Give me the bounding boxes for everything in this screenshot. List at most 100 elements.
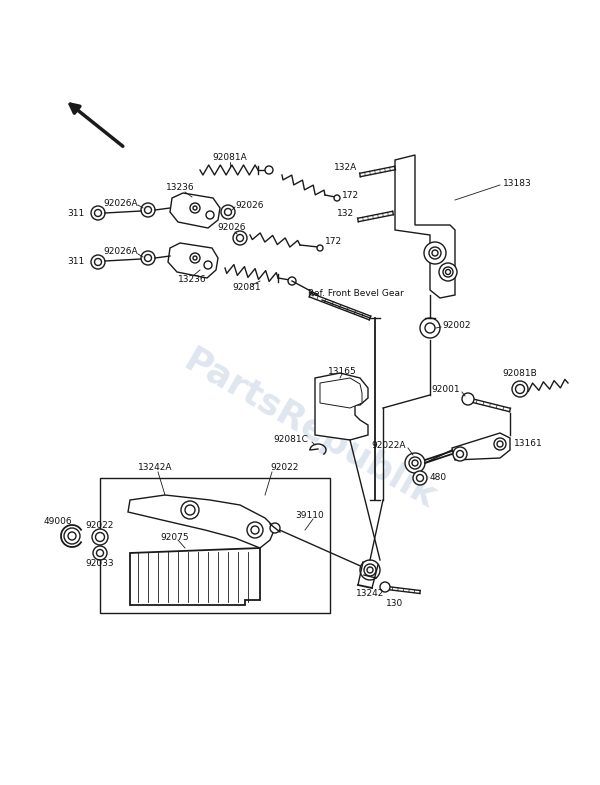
Polygon shape — [170, 193, 220, 228]
Text: 480: 480 — [430, 473, 447, 483]
Circle shape — [145, 254, 151, 261]
Polygon shape — [452, 433, 510, 460]
Circle shape — [145, 206, 151, 214]
Circle shape — [412, 460, 418, 466]
Bar — [100, 478, 330, 613]
Circle shape — [424, 242, 446, 264]
Polygon shape — [320, 378, 362, 408]
Text: 311: 311 — [68, 209, 85, 217]
Text: 92002: 92002 — [442, 320, 470, 330]
Text: 49006: 49006 — [44, 517, 73, 527]
Text: 39110: 39110 — [296, 510, 325, 520]
Text: 13236: 13236 — [166, 184, 194, 192]
Text: 13183: 13183 — [503, 178, 532, 188]
Circle shape — [141, 203, 155, 217]
Circle shape — [405, 453, 425, 473]
Circle shape — [95, 532, 104, 542]
Text: 172: 172 — [325, 238, 342, 246]
Circle shape — [364, 564, 376, 576]
Text: 92022: 92022 — [270, 463, 298, 473]
Polygon shape — [315, 373, 368, 440]
Polygon shape — [395, 155, 455, 298]
Circle shape — [204, 261, 212, 269]
Text: 13242: 13242 — [356, 590, 384, 598]
Circle shape — [193, 206, 197, 210]
Text: PartsRepublik: PartsRepublik — [178, 344, 442, 516]
Circle shape — [457, 451, 464, 458]
Circle shape — [224, 209, 232, 216]
Circle shape — [97, 550, 104, 557]
Circle shape — [425, 323, 435, 333]
Polygon shape — [168, 243, 218, 278]
Circle shape — [497, 441, 503, 447]
Circle shape — [221, 205, 235, 219]
Text: 172: 172 — [342, 191, 359, 199]
Circle shape — [233, 231, 247, 245]
Circle shape — [193, 256, 197, 260]
Text: 311: 311 — [68, 257, 85, 266]
Circle shape — [141, 251, 155, 265]
Text: 92026: 92026 — [218, 224, 246, 232]
Circle shape — [64, 528, 80, 544]
Text: 13161: 13161 — [514, 439, 543, 447]
Circle shape — [445, 269, 451, 275]
Circle shape — [251, 526, 259, 534]
Text: 130: 130 — [386, 598, 404, 608]
Text: 132: 132 — [337, 209, 354, 217]
Circle shape — [185, 505, 195, 515]
Text: 92022: 92022 — [86, 520, 114, 530]
Text: 13242A: 13242A — [138, 463, 172, 473]
Text: 92026: 92026 — [235, 200, 263, 210]
Circle shape — [380, 582, 390, 592]
Text: 92081B: 92081B — [503, 370, 538, 378]
Text: 92081: 92081 — [233, 283, 262, 293]
Circle shape — [190, 253, 200, 263]
Circle shape — [443, 267, 453, 277]
Circle shape — [429, 247, 441, 259]
Circle shape — [95, 258, 101, 265]
Circle shape — [453, 447, 467, 461]
Circle shape — [92, 529, 108, 545]
Polygon shape — [128, 495, 275, 548]
Text: 92081A: 92081A — [212, 154, 247, 162]
Circle shape — [367, 567, 373, 573]
Circle shape — [190, 203, 200, 213]
Circle shape — [462, 393, 474, 405]
Text: 92026A: 92026A — [103, 199, 138, 207]
Circle shape — [334, 195, 340, 201]
Circle shape — [420, 318, 440, 338]
Circle shape — [93, 546, 107, 560]
Circle shape — [95, 210, 101, 217]
Text: 92081C: 92081C — [273, 436, 308, 444]
Circle shape — [515, 385, 524, 393]
Polygon shape — [130, 548, 260, 605]
Circle shape — [181, 501, 199, 519]
Circle shape — [413, 471, 427, 485]
Text: 92026A: 92026A — [103, 247, 138, 257]
Circle shape — [288, 277, 296, 285]
Circle shape — [68, 532, 76, 540]
Circle shape — [416, 474, 424, 481]
Text: 132A: 132A — [334, 163, 357, 173]
Text: 13165: 13165 — [328, 367, 356, 375]
Circle shape — [494, 438, 506, 450]
Circle shape — [409, 457, 421, 469]
Circle shape — [265, 166, 273, 174]
Circle shape — [91, 255, 105, 269]
Circle shape — [247, 522, 263, 538]
Text: 92075: 92075 — [161, 532, 190, 542]
Text: 13236: 13236 — [178, 276, 206, 284]
Text: 92033: 92033 — [86, 558, 115, 568]
Circle shape — [270, 523, 280, 533]
Circle shape — [439, 263, 457, 281]
Circle shape — [512, 381, 528, 397]
Circle shape — [236, 235, 244, 242]
Text: 92001: 92001 — [431, 385, 460, 395]
Circle shape — [317, 245, 323, 251]
Text: Ref. Front Bevel Gear: Ref. Front Bevel Gear — [308, 289, 404, 298]
Circle shape — [91, 206, 105, 220]
Circle shape — [360, 560, 380, 580]
Text: 92022A: 92022A — [371, 440, 406, 450]
Circle shape — [432, 250, 438, 256]
Circle shape — [206, 211, 214, 219]
